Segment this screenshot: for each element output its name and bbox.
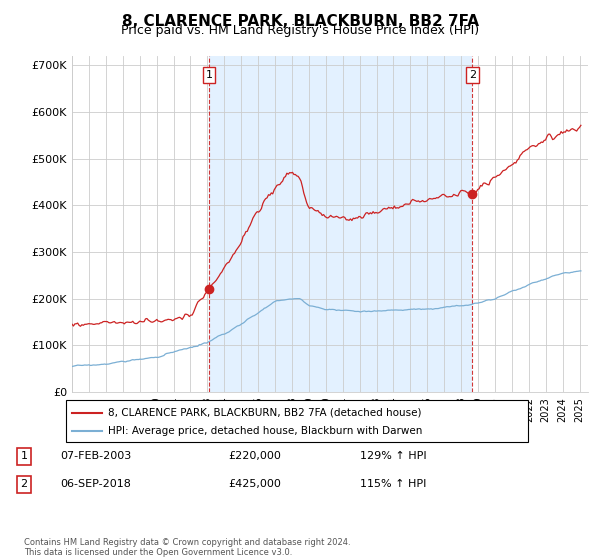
Text: 8, CLARENCE PARK, BLACKBURN, BB2 7FA (detached house): 8, CLARENCE PARK, BLACKBURN, BB2 7FA (de…	[108, 408, 421, 418]
Text: 1: 1	[206, 70, 212, 80]
Text: 8, CLARENCE PARK, BLACKBURN, BB2 7FA: 8, CLARENCE PARK, BLACKBURN, BB2 7FA	[121, 14, 479, 29]
Text: 1: 1	[20, 451, 28, 461]
Text: 06-SEP-2018: 06-SEP-2018	[60, 479, 131, 489]
Text: Contains HM Land Registry data © Crown copyright and database right 2024.
This d: Contains HM Land Registry data © Crown c…	[24, 538, 350, 557]
Text: £220,000: £220,000	[228, 451, 281, 461]
Text: £425,000: £425,000	[228, 479, 281, 489]
Text: 07-FEB-2003: 07-FEB-2003	[60, 451, 131, 461]
Text: 2: 2	[469, 70, 476, 80]
Text: 129% ↑ HPI: 129% ↑ HPI	[360, 451, 427, 461]
Text: 115% ↑ HPI: 115% ↑ HPI	[360, 479, 427, 489]
Text: 2: 2	[20, 479, 28, 489]
Text: HPI: Average price, detached house, Blackburn with Darwen: HPI: Average price, detached house, Blac…	[108, 426, 422, 436]
Text: Price paid vs. HM Land Registry's House Price Index (HPI): Price paid vs. HM Land Registry's House …	[121, 24, 479, 37]
Bar	[209, 56, 472, 392]
